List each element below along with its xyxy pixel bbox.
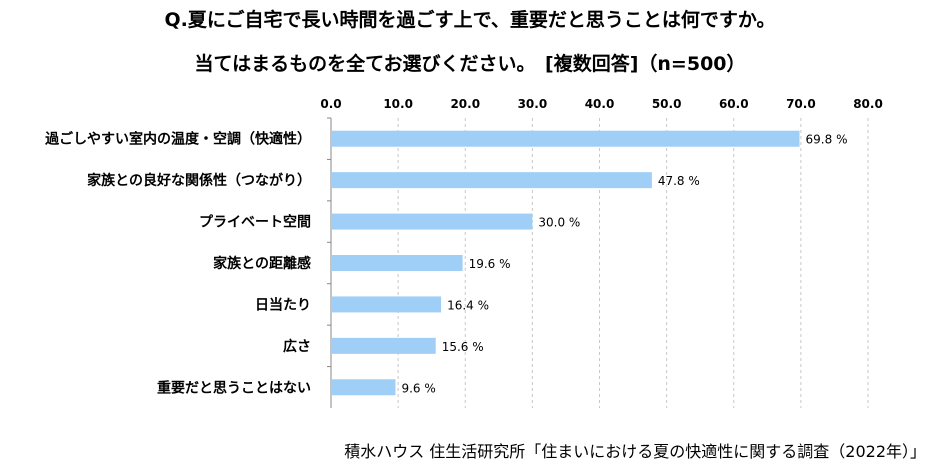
data-label: 30.0 % bbox=[538, 216, 580, 230]
x-tick-label: 10.0 bbox=[383, 97, 413, 111]
x-tick-label: 70.0 bbox=[786, 97, 816, 111]
chart-title-line-1: Q.夏にご自宅で長い時間を過ごす上で、重要だと思うことは何ですか。 bbox=[164, 9, 776, 31]
data-label: 9.6 % bbox=[401, 381, 435, 395]
x-tick-label: 20.0 bbox=[450, 97, 480, 111]
category-label: プライベート空間 bbox=[199, 214, 311, 231]
x-tick-label: 30.0 bbox=[518, 97, 548, 111]
chart-title-line-2: 当てはまるものを全てお選びください。 [複数回答]（n=500） bbox=[194, 53, 746, 75]
bar bbox=[331, 213, 533, 230]
category-label: 過ごしやすい室内の温度・空調（快適性） bbox=[44, 131, 311, 148]
x-tick-label: 80.0 bbox=[853, 97, 883, 111]
x-tick-label: 0.0 bbox=[320, 97, 341, 111]
category-label: 重要だと思うことはない bbox=[157, 379, 311, 396]
data-label: 16.4 % bbox=[447, 298, 489, 312]
source-note: 積水ハウス 住生活研究所「住まいにおける夏の快適性に関する調査（2022年）」 bbox=[344, 442, 926, 461]
bar bbox=[331, 296, 442, 313]
bar bbox=[331, 379, 396, 396]
x-tick-label: 60.0 bbox=[719, 97, 749, 111]
bar bbox=[331, 255, 463, 271]
x-tick-label: 50.0 bbox=[652, 97, 682, 111]
data-label: 47.8 % bbox=[658, 174, 700, 188]
data-label: 19.6 % bbox=[469, 257, 511, 271]
data-label: 69.8 % bbox=[806, 133, 848, 147]
bar bbox=[331, 337, 436, 354]
category-label: 家族との良好な関係性（つながり） bbox=[87, 172, 311, 189]
category-label: 広さ bbox=[283, 338, 311, 355]
category-label: 日当たり bbox=[255, 296, 311, 313]
x-tick-label: 40.0 bbox=[585, 97, 615, 111]
category-label: 家族との距離感 bbox=[213, 255, 311, 272]
bar bbox=[331, 172, 652, 189]
bar bbox=[331, 130, 800, 147]
data-label: 15.6 % bbox=[442, 340, 484, 354]
